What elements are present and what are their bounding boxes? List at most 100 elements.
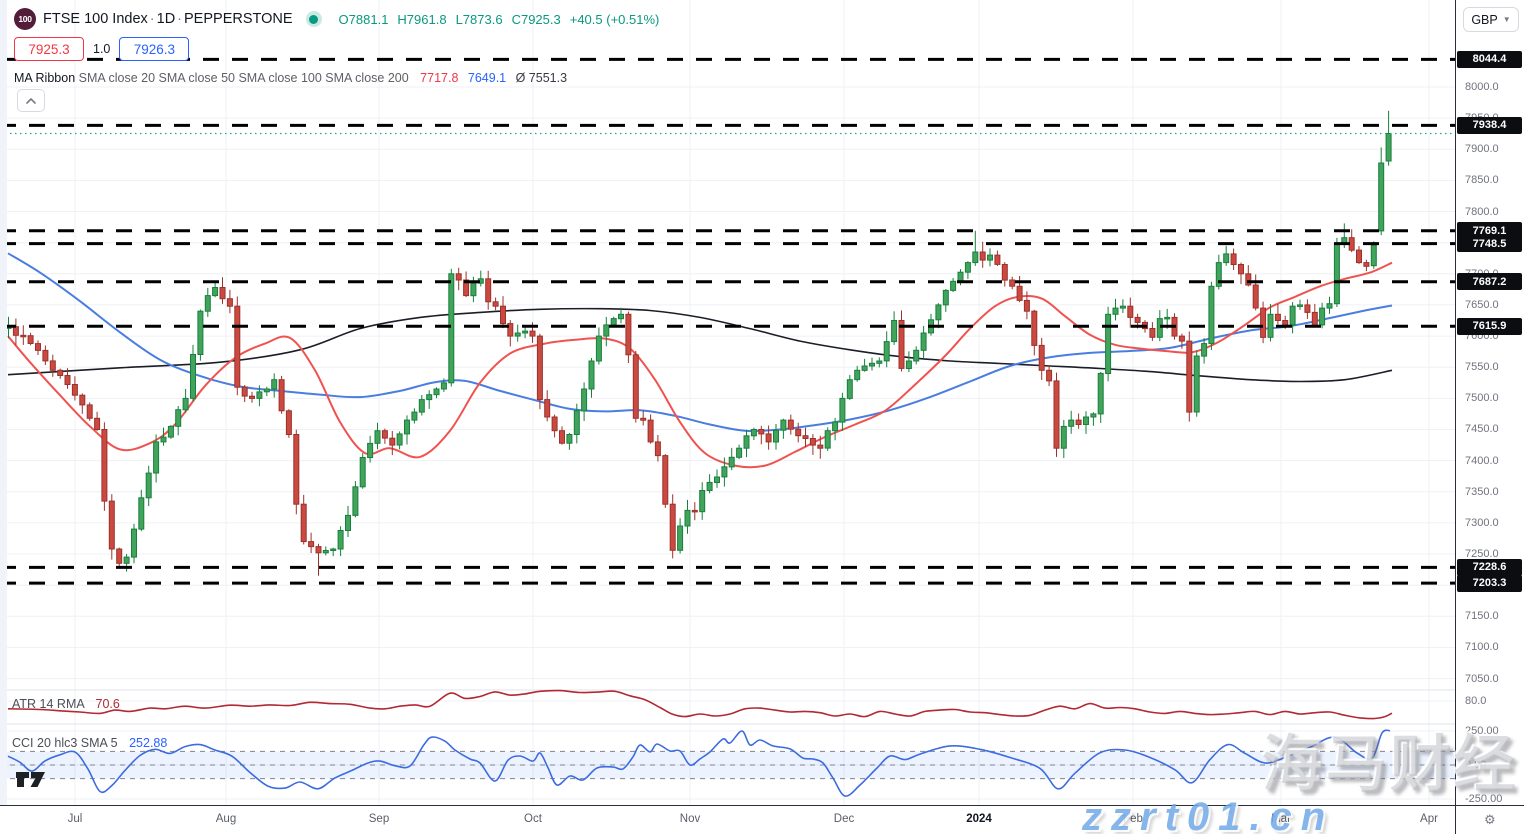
candle	[1238, 264, 1244, 275]
candle	[64, 375, 71, 385]
price-axis[interactable]: 7050.07100.07150.07200.07250.07300.07350…	[1455, 0, 1524, 805]
month-label: Apr	[1420, 813, 1438, 825]
tradingview-logo-icon[interactable]	[14, 769, 48, 794]
cci-value: 252.88	[129, 736, 168, 750]
candle	[470, 282, 477, 297]
sma-average-value: Ø 7551.3	[515, 71, 568, 85]
atr-legend[interactable]: ATR 14 RMA 70.6	[12, 697, 120, 711]
candle	[448, 273, 455, 384]
candle	[138, 497, 145, 530]
ma-ribbon-legend[interactable]: MA Ribbon SMA close 20 SMA close 50 SMA …	[14, 71, 659, 85]
candle	[345, 514, 351, 532]
market-status-icon[interactable]	[305, 11, 322, 27]
candle	[241, 386, 248, 397]
candle	[1208, 285, 1215, 345]
candle	[898, 320, 905, 369]
candle	[1245, 273, 1252, 286]
candle	[426, 394, 433, 401]
buy-button[interactable]: 7926.3	[119, 37, 190, 61]
candle	[440, 382, 447, 390]
candle	[308, 541, 315, 548]
candlestick-chart[interactable]	[0, 0, 1455, 805]
candle	[160, 436, 167, 443]
candle	[1134, 316, 1141, 323]
candle	[950, 280, 957, 291]
price-tick-label: 7400.0	[1465, 454, 1499, 467]
candle	[293, 434, 300, 505]
candle	[795, 428, 802, 437]
cci-legend[interactable]: CCI 20 hlc3 SMA 5 252.88	[12, 736, 167, 750]
sell-button[interactable]: 7925.3	[14, 37, 84, 61]
candle	[1370, 244, 1377, 267]
time-axis[interactable]: Jul Aug Sep Oct Nov Dec 2024 Feb Mar Apr	[0, 805, 1524, 834]
month-label: Mar	[1271, 813, 1291, 825]
candle	[411, 411, 418, 421]
atr-value: 70.6	[95, 697, 120, 711]
candle	[536, 335, 543, 401]
candle	[101, 429, 108, 502]
candle	[507, 323, 514, 337]
candle	[1282, 320, 1289, 326]
price-tick-label: 7300.0	[1465, 516, 1499, 529]
symbol-title[interactable]: FTSE 100 Index · 1D · PEPPERSTONE	[43, 11, 293, 27]
candle	[1319, 307, 1326, 326]
candle	[662, 455, 669, 505]
candle	[1193, 355, 1200, 413]
candle	[979, 251, 986, 261]
candle	[1112, 307, 1119, 315]
candle	[559, 430, 565, 444]
candle	[728, 456, 735, 468]
candle	[699, 490, 706, 513]
candle	[1178, 335, 1185, 342]
gear-icon[interactable]: ⚙	[1484, 811, 1496, 827]
price-tick-label: 7450.0	[1465, 423, 1499, 436]
candle	[817, 444, 824, 449]
candle	[322, 550, 329, 554]
candle	[1090, 413, 1097, 418]
candle	[367, 442, 374, 459]
sma20-value: 7717.8	[420, 71, 459, 85]
candle	[389, 437, 396, 446]
candle	[957, 271, 964, 282]
candle	[566, 434, 573, 444]
candle	[1009, 279, 1016, 287]
collapse-legend-button[interactable]	[17, 89, 45, 112]
candle	[529, 330, 536, 337]
chevron-up-icon	[26, 97, 36, 104]
close-value: C7925.3	[511, 11, 561, 27]
month-label: Sep	[368, 813, 390, 825]
candle	[204, 295, 211, 312]
separator-dot: ·	[149, 11, 155, 27]
price-tick-label: 7900.0	[1465, 143, 1499, 156]
currency-selector[interactable]: GBP ▼	[1463, 7, 1519, 32]
sma20-line	[7, 261, 1393, 469]
candle	[780, 419, 787, 431]
candle	[869, 362, 875, 367]
candle	[1164, 316, 1171, 320]
candle	[463, 279, 470, 297]
candle	[1156, 318, 1163, 338]
candle	[581, 388, 588, 412]
candle	[190, 354, 196, 399]
price-level-badge: 7615.9	[1457, 317, 1522, 335]
price-level-badge: 7228.6	[1457, 558, 1522, 576]
candle	[455, 273, 462, 281]
candle	[131, 528, 137, 558]
price-level-badge: 7687.2	[1457, 273, 1522, 291]
ma-ribbon-title: MA Ribbon	[14, 71, 76, 85]
candle	[1260, 307, 1267, 338]
candle	[1223, 253, 1230, 264]
candle	[972, 251, 979, 264]
candle	[57, 369, 64, 376]
candle	[654, 441, 661, 457]
axis-settings-corner[interactable]: ⚙	[1455, 805, 1524, 834]
candle	[108, 500, 115, 550]
candle	[522, 330, 529, 334]
month-label: 2024	[966, 813, 992, 825]
candle	[773, 429, 779, 443]
left-edge-strip	[0, 0, 7, 805]
candle	[359, 457, 366, 488]
atr-tick-label: 80.0	[1465, 695, 1487, 707]
candle	[514, 332, 521, 337]
candle	[846, 379, 853, 399]
